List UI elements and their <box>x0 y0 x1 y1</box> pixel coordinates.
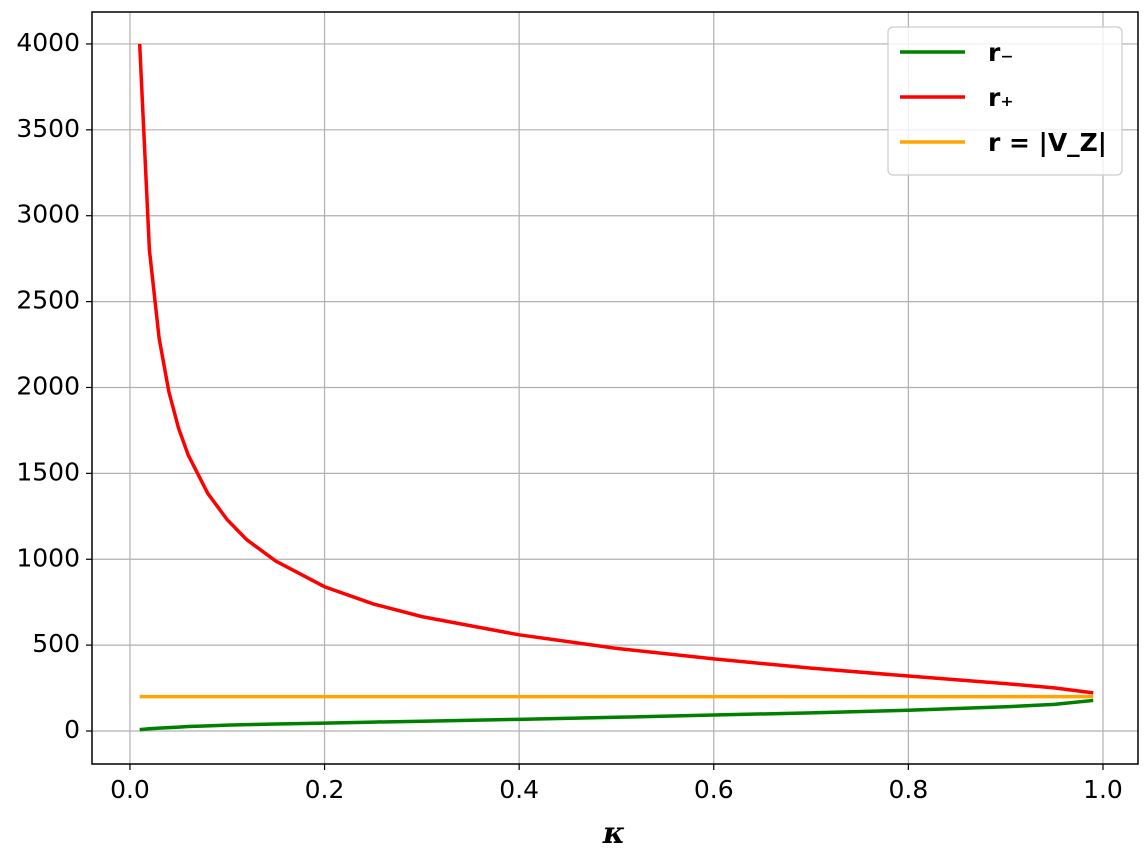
legend-label: r₋ <box>988 38 1014 67</box>
legend-label: r = |V_Z| <box>988 128 1107 157</box>
x-tick-label: 0.2 <box>305 775 345 804</box>
x-tick-label: 0.4 <box>499 775 539 804</box>
y-tick-label: 2500 <box>16 286 80 315</box>
y-tick-label: 3000 <box>16 200 80 229</box>
line-series <box>137 43 1094 695</box>
plot-frame <box>91 11 1139 765</box>
legend-label: r₊ <box>988 83 1014 112</box>
y-tick-label: 2000 <box>16 371 80 400</box>
x-tick-label: 1.0 <box>1083 775 1123 804</box>
y-tick-label: 500 <box>32 629 80 658</box>
x-tick-label: 0.8 <box>888 775 928 804</box>
x-tick-label: 0.0 <box>110 775 150 804</box>
y-tick-label: 3500 <box>16 114 80 143</box>
legend-box <box>887 26 1123 176</box>
y-tick-label: 1000 <box>16 543 80 572</box>
y-tick-label: 0 <box>64 715 80 744</box>
y-tick-label: 1500 <box>16 457 80 486</box>
line-series <box>139 698 1094 732</box>
y-tick-label: 4000 <box>16 28 80 57</box>
x-axis-label: κ <box>602 816 626 851</box>
x-tick-label: 0.6 <box>694 775 734 804</box>
